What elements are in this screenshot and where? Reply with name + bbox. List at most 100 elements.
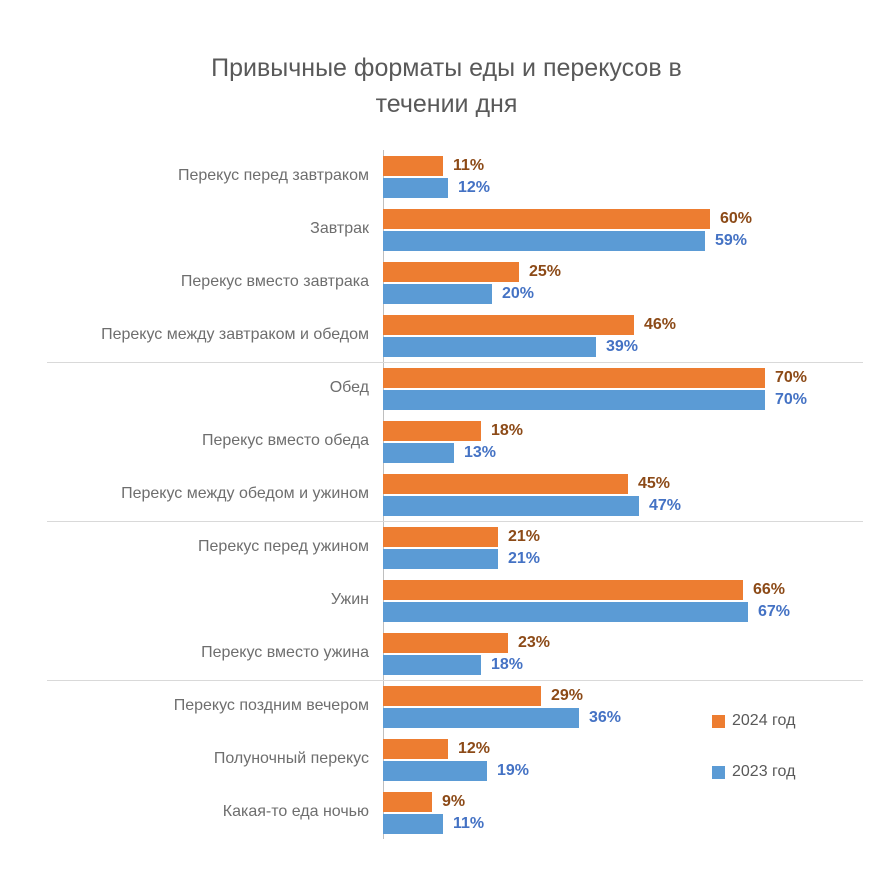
bar-2023-год[interactable] [383,548,498,569]
category-row: Ужин 66% 67% [47,574,863,627]
bar-group: 46% 39% [383,314,863,357]
category-row: Завтрак 60% 59% [47,203,863,256]
bar-2023-год[interactable] [383,707,579,728]
category-row: Перекус перед завтраком 11% 12% [47,150,863,203]
bar-2024-год[interactable] [383,632,508,653]
value-label-2024-год: 12% [458,739,491,757]
legend-label-2023: 2023 год [732,763,796,780]
bar-group: 25% 20% [383,261,863,304]
bar-2024-год[interactable] [383,579,743,600]
category-row: Перекус перед ужином 21% 21% [47,521,863,574]
bar-2023-год[interactable] [383,442,454,463]
category-row: Перекус вместо завтрака 25% 20% [47,256,863,309]
value-label-2023-год: 39% [606,337,639,355]
category-row: Перекус поздним вечером 29% 36% [47,680,863,733]
bar-group: 18% 13% [383,420,863,463]
legend-marker-2024-icon [712,714,725,728]
bar-group: 70% 70% [383,367,863,410]
bar-2024-год[interactable] [383,208,710,229]
bar-2023-год[interactable] [383,495,639,516]
value-label-2024-год: 46% [644,315,677,333]
value-label-2023-год: 70% [775,390,808,408]
plot-rows: Перекус перед завтраком 11% 12% Завтрак 60% 5… [47,150,863,839]
value-label-2023-год: 67% [758,602,791,620]
value-label-2023-год: 47% [649,496,682,514]
bar-group: 21% 21% [383,526,863,569]
value-label-2024-год: 18% [491,421,524,439]
value-label-2023-год: 59% [715,231,748,249]
bar-2024-год[interactable] [383,473,628,494]
category-row: Полуночный перекус 12% 19% [47,733,863,786]
bar-2023-год[interactable] [383,813,443,834]
bar-2023-год[interactable] [383,336,596,357]
bar-2023-год[interactable] [383,389,765,410]
bar-2023-год[interactable] [383,601,748,622]
category-label: Обед [329,379,369,397]
bar-2023-год[interactable] [383,230,705,251]
category-axis-line [383,150,384,839]
category-label: Перекус поздним вечером [173,697,369,715]
value-label-2024-год: 29% [551,686,584,704]
value-label-2024-год: 70% [775,368,808,386]
bar-2023-год[interactable] [383,760,487,781]
bar-2023-год[interactable] [383,177,448,198]
legend-item-2023[interactable]: 2023 год [712,763,795,781]
bar-2023-год[interactable] [383,283,492,304]
bar-group: 45% 47% [383,473,863,516]
bar-group: 23% 18% [383,632,863,675]
bar-2024-год[interactable] [383,791,432,812]
category-label: Перекус между завтраком и обедом [101,326,369,344]
value-label-2024-год: 66% [753,580,786,598]
plot-area: Перекус перед завтраком 11% 12% Завтрак 60% 5… [47,150,863,839]
value-label-2023-год: 13% [464,443,497,461]
group-divider [47,680,863,681]
category-label: Перекус вместо обеда [201,432,369,450]
category-label: Какая-то еда ночью [222,803,369,821]
category-label: Перекус перед ужином [198,538,369,556]
value-label-2023-год: 19% [497,761,530,779]
legend-label-2024: 2024 год [732,712,796,729]
category-label: Полуночный перекус [213,750,369,768]
bar-2024-год[interactable] [383,367,765,388]
value-label-2023-год: 18% [491,655,524,673]
bar-group: 66% 67% [383,579,863,622]
bar-2024-год[interactable] [383,526,498,547]
category-label: Перекус вместо ужина [201,644,369,662]
value-label-2023-год: 20% [502,284,535,302]
value-label-2023-год: 21% [508,549,541,567]
value-label-2024-год: 11% [453,156,485,174]
bar-2024-год[interactable] [383,420,481,441]
category-row: Перекус вместо обеда 18% 13% [47,415,863,468]
bar-2023-год[interactable] [383,654,481,675]
value-label-2023-год: 12% [458,178,491,196]
value-label-2023-год: 36% [589,708,622,726]
bar-2024-год[interactable] [383,685,541,706]
category-label: Перекус перед завтраком [177,167,369,185]
group-divider [47,521,863,522]
category-label: Перекус между обедом и ужином [121,485,369,503]
category-row: Перекус вместо ужина 23% 18% [47,627,863,680]
bar-2024-год[interactable] [383,738,448,759]
category-row: Обед 70% 70% [47,362,863,415]
bar-group: 9% 11% [383,791,863,834]
category-row: Перекус между обедом и ужином 45% 47% [47,468,863,521]
legend-marker-2023-icon [712,765,725,779]
group-divider [47,362,863,363]
value-label-2024-год: 9% [442,792,466,810]
bar-2024-год[interactable] [383,261,519,282]
category-label: Ужин [330,591,369,609]
bar-2024-год[interactable] [383,314,634,335]
value-label-2024-год: 21% [508,527,541,545]
legend-item-2024[interactable]: 2024 год [712,712,795,730]
value-label-2024-год: 23% [518,633,551,651]
bar-group: 12% 19% [383,738,863,781]
category-row: Какая-то еда ночью 9% 11% [47,786,863,839]
category-label: Перекус вместо завтрака [180,273,369,291]
value-label-2024-год: 25% [529,262,562,280]
bar-group: 11% 12% [383,155,863,198]
bar-group: 29% 36% [383,685,863,728]
value-label-2024-год: 60% [720,209,753,227]
bar-2024-год[interactable] [383,155,443,176]
value-label-2023-год: 11% [453,814,485,832]
